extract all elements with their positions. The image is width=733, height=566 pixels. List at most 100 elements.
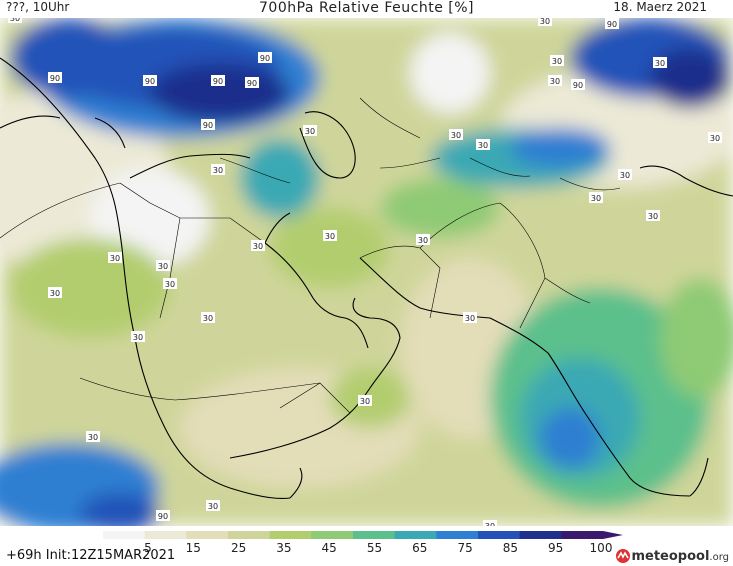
svg-text:30: 30 [710,134,720,143]
svg-text:30: 30 [88,433,98,442]
legend-tick-label: 5 [144,541,152,555]
svg-text:90: 90 [260,54,270,63]
contour-label: 90 [605,18,619,29]
svg-text:30: 30 [465,314,475,323]
model-run-info: +69h Init:12Z15MAR2021 [6,548,176,563]
contour-label: 90 [156,510,170,521]
legend-swatch [103,531,146,539]
legend-tick-label: 45 [321,541,337,555]
contour-label: 30 [251,240,265,251]
svg-text:30: 30 [540,18,550,26]
legend-swatch [353,531,396,539]
contour-label: 30 [201,312,215,323]
contour-label: 30 [211,164,225,175]
svg-text:90: 90 [247,79,257,88]
svg-text:30: 30 [253,242,263,251]
legend-swatch [436,531,479,539]
contour-label: 30 [653,57,667,68]
contour-label: 90 [571,79,585,90]
legend-tick-label: 85 [502,541,519,555]
contour-label: 90 [258,52,272,63]
svg-text:30: 30 [550,77,560,86]
legend-tick-label: 95 [548,541,564,555]
contour-label: 90 [211,75,225,86]
svg-text:90: 90 [158,512,168,521]
svg-text:30: 30 [418,236,428,245]
meteopool-logo-icon [616,549,631,563]
svg-text:30: 30 [451,131,461,140]
svg-text:30: 30 [213,166,223,175]
legend-arrow [603,531,623,539]
svg-text:30: 30 [10,18,20,23]
legend-swatch [228,531,271,539]
legend-tick-label: 75 [457,541,473,555]
legend-swatch [561,531,604,539]
admin-borders [0,97,621,414]
svg-text:90: 90 [145,77,155,86]
legend-tick-label: 35 [276,541,292,555]
svg-text:90: 90 [607,20,617,29]
contour-label: 30 [156,260,170,271]
contour-label: 30 [48,287,62,298]
header: ???, 10Uhr 700hPa Relative Feuchte [%] 1… [0,0,733,18]
legend-tick-label: 55 [366,541,383,555]
svg-text:30: 30 [485,522,495,526]
map-title: 700hPa Relative Feuchte [%] [259,0,474,16]
meteopool-logo[interactable]: meteopool.org [615,547,729,565]
svg-text:30: 30 [158,262,168,271]
legend-swatch [394,531,437,539]
svg-text:30: 30 [478,141,488,150]
contour-label: 30 [548,75,562,86]
contour-label: 30 [86,431,100,442]
contour-label: 30 [163,278,177,289]
svg-text:90: 90 [50,74,60,83]
svg-text:90: 90 [573,81,583,90]
svg-text:30: 30 [50,289,60,298]
contour-label: 30 [463,312,477,323]
coastlines [0,57,733,500]
svg-text:30: 30 [620,171,630,180]
contour-label: 30 [131,331,145,342]
legend-swatch [144,531,187,539]
svg-text:30: 30 [133,333,143,342]
contour-label: 90 [201,119,215,130]
contour-label: 30 [483,520,497,526]
contour-label: 30 [108,252,122,263]
legend-swatch [519,531,562,539]
svg-text:30: 30 [325,232,335,241]
contour-label: 30 [8,18,22,23]
svg-text:30: 30 [591,194,601,203]
svg-text:30: 30 [655,59,665,68]
contour-label: 90 [245,77,259,88]
contour-label: 90 [143,75,157,86]
contour-label: 30 [449,129,463,140]
legend-tick-label: 15 [185,541,201,555]
legend-swatch [269,531,312,539]
humidity-map: 90 90 90 90 90 90 90 90 90 30 30 30 30 30 30 30 30 30 30 30… [0,18,733,526]
contour-label: 30 [206,500,220,511]
contour-label: 30 [589,192,603,203]
humidity-field [0,18,733,526]
svg-text:30: 30 [165,280,175,289]
svg-text:30: 30 [110,254,120,263]
contour-label: 30 [708,132,722,143]
contour-label: 90 [48,72,62,83]
svg-text:30: 30 [305,127,315,136]
contour-label: 30 [323,230,337,241]
legend-swatch [311,531,354,539]
svg-text:30: 30 [208,502,218,511]
forecast-time-label: ???, 10Uhr [6,0,70,14]
contour-label: 30 [646,210,660,221]
contour-label: 30 [416,234,430,245]
svg-text:30: 30 [360,397,370,406]
contour-label: 30 [538,18,552,26]
valid-date-label: 18. Maerz 2021 [613,0,707,14]
svg-text:30: 30 [648,212,658,221]
legend-tick-label: 100 [589,541,613,555]
contour-label: 30 [303,125,317,136]
legend-tick-label: 25 [230,541,247,555]
contour-label: 30 [358,395,372,406]
contour-label: 30 [550,55,564,66]
svg-text:30: 30 [552,57,562,66]
contour-labels: 90 90 90 90 90 90 90 90 90 30 30 30 30 30 30 30 30 30 30 30… [8,18,722,526]
